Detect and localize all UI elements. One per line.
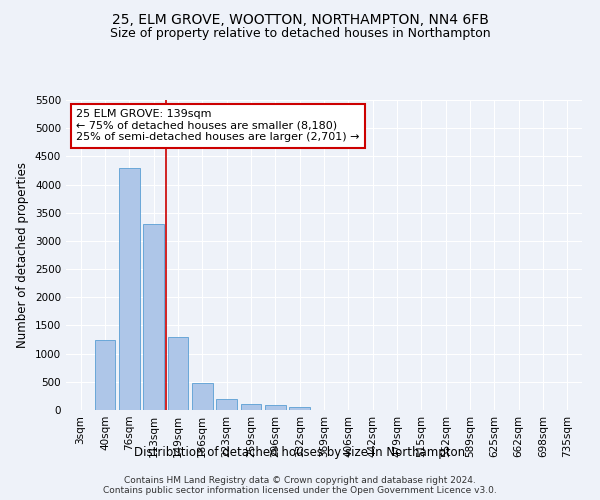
Text: 25 ELM GROVE: 139sqm
← 75% of detached houses are smaller (8,180)
25% of semi-de: 25 ELM GROVE: 139sqm ← 75% of detached h… [76, 110, 360, 142]
Bar [95, 340, 115, 410]
Text: Contains HM Land Registry data © Crown copyright and database right 2024.: Contains HM Land Registry data © Crown c… [124, 476, 476, 485]
Bar [289, 406, 310, 410]
Bar [119, 168, 140, 410]
Text: Size of property relative to detached houses in Northampton: Size of property relative to detached ho… [110, 26, 490, 40]
Bar [216, 398, 237, 410]
Text: 25, ELM GROVE, WOOTTON, NORTHAMPTON, NN4 6FB: 25, ELM GROVE, WOOTTON, NORTHAMPTON, NN4… [112, 12, 488, 26]
Y-axis label: Number of detached properties: Number of detached properties [16, 162, 29, 348]
Bar [143, 224, 164, 410]
Bar [265, 406, 286, 410]
Text: Contains public sector information licensed under the Open Government Licence v3: Contains public sector information licen… [103, 486, 497, 495]
Bar [192, 383, 212, 410]
Bar [241, 404, 262, 410]
Bar [167, 336, 188, 410]
Text: Distribution of detached houses by size in Northampton: Distribution of detached houses by size … [134, 446, 466, 459]
